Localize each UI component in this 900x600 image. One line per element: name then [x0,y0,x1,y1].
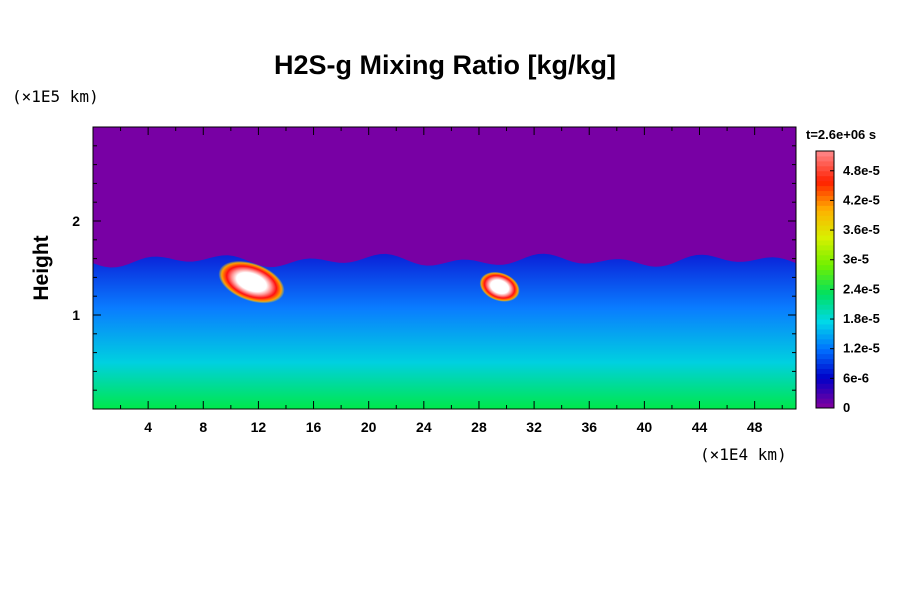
mixed-layer-front [93,253,796,409]
x-tick-label: 16 [306,419,322,435]
y-axis-label: Height [30,235,53,300]
colorbar-tick-label: 0 [843,400,850,415]
colorbar-tick-label: 4.2e-5 [843,192,880,207]
colorbar-cell [816,314,834,320]
colorbar-cell [816,363,834,369]
colorbar-cell [816,373,834,379]
colorbar-cell [816,284,834,290]
colorbar-cell [816,304,834,310]
colorbar-cell [816,328,834,335]
colorbar-cell [816,274,834,280]
colorbar-cell [816,299,834,305]
colorbar-cell [816,195,834,201]
colorbar-tick-label: 4.8e-5 [843,163,880,178]
plumes [218,260,520,304]
colorbar-cell [816,289,834,295]
x-tick-label: 12 [251,419,267,435]
colorbar-cell [816,398,834,404]
chart-title: H2S-g Mixing Ratio [kg/kg] [274,50,616,80]
colorbar-cell [816,358,834,365]
colorbar-cell [816,378,834,384]
colorbar-cell [816,348,834,355]
time-label: t=2.6e+06 s [806,127,876,142]
x-tick-label: 44 [692,419,708,435]
colorbar-cell [816,279,834,285]
colorbar-tick-label: 1.2e-5 [843,341,880,356]
colorbar-tick-label: 1.8e-5 [843,311,880,326]
y-tick-label: 2 [72,213,80,229]
colorbar-frame [815,150,835,409]
colorbar-cell [816,343,834,350]
colorbar-cell [816,220,834,226]
colorbar-cell [816,254,834,261]
colorbar-cell [816,264,834,271]
plume [218,260,285,304]
colorbar-cell [816,244,834,251]
colorbar-cell [816,294,834,300]
colorbar-cell [816,235,834,241]
colorbar-cell [816,165,834,172]
x-tick-label: 36 [581,419,597,435]
colorbar-cell [816,170,834,177]
y-unit-label: (×1E5 km) [12,87,99,106]
colorbar-cell [816,269,834,276]
colorbar-cell [816,338,834,345]
colorbar-cell [816,175,834,182]
x-unit-label: (×1E4 km) [700,445,787,464]
colorbar-cell [816,323,834,330]
colorbar-cell [816,180,834,187]
plot-frame [92,126,797,410]
colorbar-cell [816,368,834,374]
colorbar-tick-label: 6e-6 [843,370,869,385]
colorbar: 0 6e-6 1.2e-5 1.8e-5 2.4e-5 3e-5 3.6e-5 4.2e-5 4… [815,150,880,415]
x-tick-label: 8 [199,419,207,435]
x-tick-label: 24 [416,419,432,435]
y-tick-label: 1 [72,307,80,323]
x-tick-label: 48 [747,419,763,435]
x-axis: 4 8 12 16 20 24 28 32 36 40 44 48 [120,127,783,435]
colorbar-tick-label: 3.6e-5 [843,222,880,237]
colorbar-cell [816,239,834,246]
x-tick-label: 40 [637,419,653,435]
colorbar-cell [816,225,834,231]
plot-area [93,127,796,409]
colorbar-cell [816,383,834,389]
plume [479,271,520,302]
colorbar-cell [816,151,834,157]
x-tick-label: 20 [361,419,377,435]
colorbar-cell [816,215,834,221]
colorbar-cell [816,185,834,192]
x-tick-label: 4 [144,419,152,435]
colorbar-cell [816,309,834,315]
colorbar-cell [816,249,834,256]
colorbar-cell [816,230,834,236]
colorbar-cell [816,403,834,409]
y-axis: 12 [72,145,796,391]
colorbar-cell [816,190,834,196]
x-tick-label: 32 [526,419,542,435]
colorbar-cell [816,205,834,211]
colorbar-cell [816,210,834,216]
colorbar-cell [816,388,834,394]
colorbar-cell [816,160,834,167]
colorbar-cell [816,259,834,266]
x-tick-label: 28 [471,419,487,435]
colorbar-cell [816,353,834,360]
colorbar-cell [816,393,834,399]
colorbar-tick-label: 2.4e-5 [843,281,880,296]
colorbar-tick-label: 3e-5 [843,252,869,267]
colorbar-cell [816,319,834,325]
colorbar-cell [816,333,834,340]
colorbar-cell [816,155,834,162]
colorbar-cell [816,200,834,206]
